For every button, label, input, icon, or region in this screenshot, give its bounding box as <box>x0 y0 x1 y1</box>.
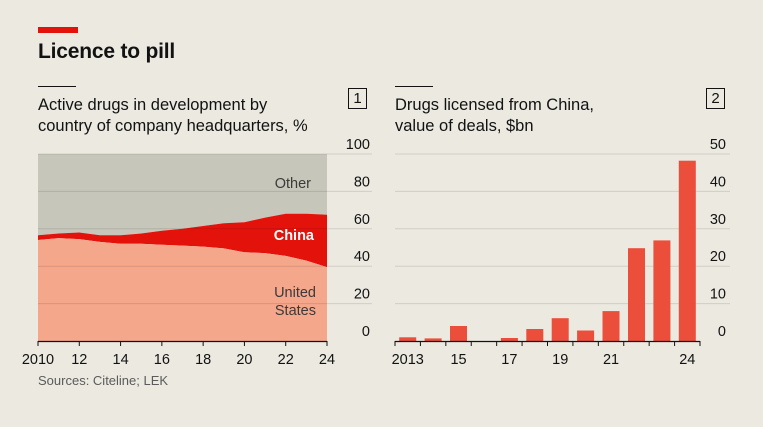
panel-1-title: Active drugs in development by country o… <box>38 95 308 137</box>
x-tick-label: 15 <box>450 352 466 368</box>
y-tick-label: 50 <box>710 137 726 153</box>
y-tick-label: 80 <box>354 174 370 190</box>
x-tick-label: 2013 <box>392 352 424 368</box>
x-tick-label: 21 <box>603 352 619 368</box>
panel-1-title-line-1: Active drugs in development by <box>38 96 268 114</box>
y-tick-label: 0 <box>718 324 726 340</box>
panel-1-rule <box>38 86 76 87</box>
accent-bar <box>38 27 78 33</box>
y-tick-label: 40 <box>710 174 726 190</box>
x-tick-label: 22 <box>278 352 294 368</box>
x-tick-label: 24 <box>319 352 335 368</box>
bar-2014 <box>424 338 442 341</box>
x-tick-label: 18 <box>195 352 211 368</box>
area-china <box>38 213 327 268</box>
panel-2-rule <box>395 86 433 87</box>
x-tick-label: 19 <box>552 352 568 368</box>
area-other <box>38 154 327 236</box>
panel-2-title: Drugs licensed from China, value of deal… <box>395 95 594 137</box>
y-tick-label: 30 <box>710 212 726 228</box>
x-tick-label: 16 <box>154 352 170 368</box>
x-tick-label: 20 <box>236 352 252 368</box>
panel-1-title-line-2: country of company headquarters, % <box>38 117 308 135</box>
y-tick-label: 40 <box>354 249 370 265</box>
series-label-china: China <box>274 228 315 244</box>
panel-2-title-line-1: Drugs licensed from China, <box>395 96 594 114</box>
bar-2015 <box>450 326 467 341</box>
bar-2020 <box>577 330 595 341</box>
y-tick-label: 100 <box>346 137 370 153</box>
series-label-other: Other <box>275 176 311 192</box>
x-tick-label: 14 <box>113 352 129 368</box>
bar-2022 <box>628 248 645 341</box>
area-united-states <box>38 238 327 341</box>
y-tick-label: 60 <box>354 212 370 228</box>
y-tick-label: 0 <box>362 324 370 340</box>
bar-2018 <box>526 329 544 341</box>
y-tick-label: 10 <box>710 287 726 303</box>
series-label-united-states-line-1: United <box>274 285 316 301</box>
bar-2013 <box>399 337 417 341</box>
bar-2017 <box>500 338 518 341</box>
y-tick-label: 20 <box>354 287 370 303</box>
bar-2019 <box>551 318 569 341</box>
x-tick-label: 17 <box>501 352 517 368</box>
x-tick-label: 24 <box>679 352 695 368</box>
bar-2021 <box>602 311 620 341</box>
chart-title: Licence to pill <box>38 40 176 63</box>
bar-2024 <box>678 160 696 341</box>
source-note: Sources: Citeline; LEK <box>38 373 169 388</box>
bar-2023 <box>653 240 671 341</box>
panel-1-number: 1 <box>348 88 367 109</box>
panel-2-number: 2 <box>706 88 725 109</box>
y-tick-label: 20 <box>710 249 726 265</box>
series-label-united-states-line-2: States <box>275 303 316 319</box>
x-tick-label: 12 <box>71 352 87 368</box>
x-tick-label: 2010 <box>22 352 54 368</box>
panel-2-title-line-2: value of deals, $bn <box>395 117 534 135</box>
